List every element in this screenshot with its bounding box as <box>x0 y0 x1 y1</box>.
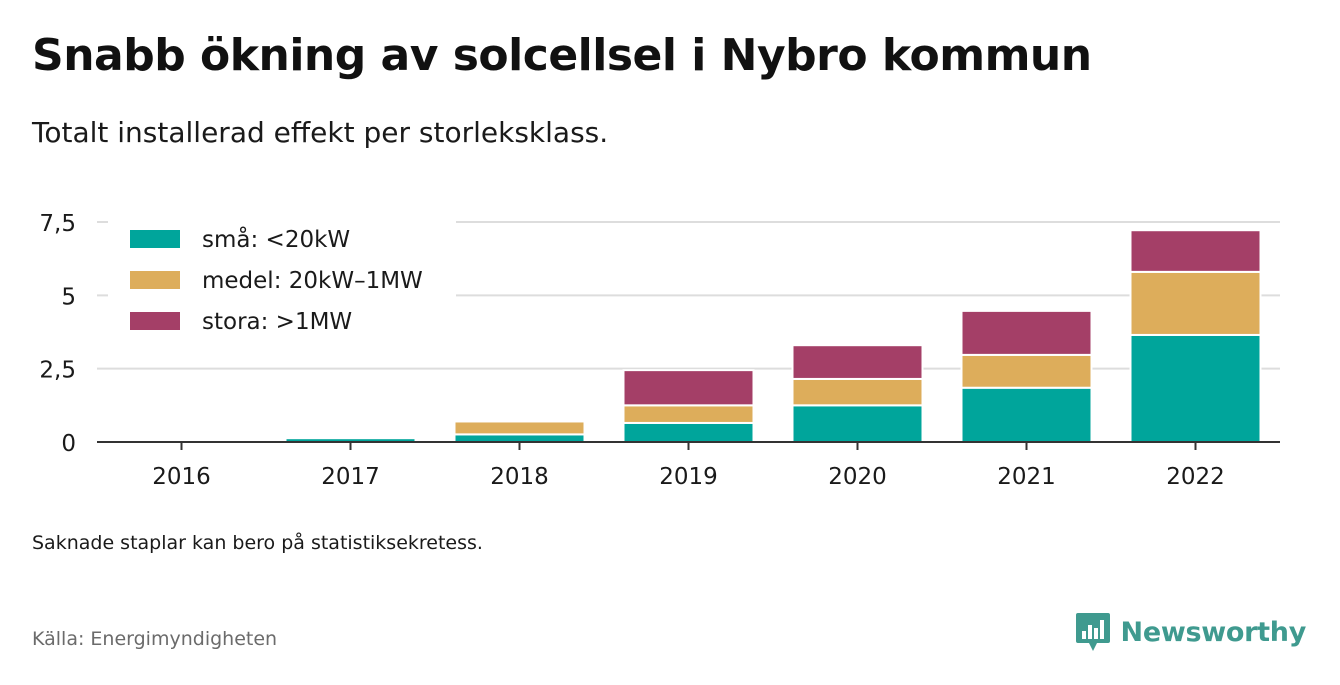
bar-2018-series-1 <box>453 420 586 436</box>
bar-2019-series-1 <box>622 404 755 424</box>
legend-swatch <box>130 230 180 248</box>
y-axis-ticks: 0 2,5 5 7,5 <box>39 211 76 457</box>
bar-2018-series-0 <box>453 433 586 443</box>
x-tick-label: 2021 <box>997 464 1056 490</box>
newsworthy-logo: Newsworthy <box>1075 610 1306 654</box>
source-label: Källa: Energimyndigheten <box>32 628 278 650</box>
x-tick-label: 2020 <box>828 464 887 490</box>
y-tick-label: 2,5 <box>39 358 76 384</box>
legend-label: medel: 20kW–1MW <box>202 268 423 294</box>
brand-name: Newsworthy <box>1120 616 1307 648</box>
x-tick-label: 2019 <box>659 464 718 490</box>
bar-2022-series-2 <box>1129 229 1262 273</box>
legend-label: stora: >1MW <box>202 309 352 335</box>
bar-2021-series-2 <box>960 309 1093 356</box>
legend: små: <20kW medel: 20kW–1MW stora: >1MW <box>108 213 456 345</box>
bar-2021-series-1 <box>960 353 1093 389</box>
bar-2019-series-0 <box>622 421 755 443</box>
y-tick-label: 0 <box>61 431 76 457</box>
y-tick-label: 7,5 <box>39 211 76 237</box>
x-tick-label: 2022 <box>1166 464 1225 490</box>
chart-title: Snabb ökning av solcellsel i Nybro kommu… <box>32 30 1092 81</box>
bar-2020-series-0 <box>791 404 924 444</box>
x-tick-label: 2018 <box>490 464 549 490</box>
bar-2021-series-0 <box>960 386 1093 444</box>
x-axis-ticks: 2016 2017 2018 2019 2020 2021 2022 <box>152 442 1225 490</box>
x-tick-label: 2016 <box>152 464 211 490</box>
legend-swatch <box>130 271 180 289</box>
footnote: Saknade staplar kan bero på statistiksek… <box>32 532 483 554</box>
x-tick-label: 2017 <box>321 464 380 490</box>
bar-2020-series-1 <box>791 377 924 407</box>
bars <box>115 229 1262 444</box>
bar-2020-series-2 <box>791 344 924 380</box>
y-tick-label: 5 <box>61 284 76 310</box>
stacked-bar-chart: 0 2,5 5 7,5 2016 2017 2018 2019 2020 2021 2022 sm… <box>39 211 1280 490</box>
bar-2022-series-0 <box>1129 333 1262 443</box>
bar-2019-series-2 <box>622 369 755 407</box>
legend-label: små: <20kW <box>202 225 350 253</box>
bar-2022-series-1 <box>1129 270 1262 336</box>
legend-swatch <box>130 312 180 330</box>
chart-subtitle: Totalt installerad effekt per storlekskl… <box>32 116 609 149</box>
newsworthy-icon <box>1075 613 1110 651</box>
